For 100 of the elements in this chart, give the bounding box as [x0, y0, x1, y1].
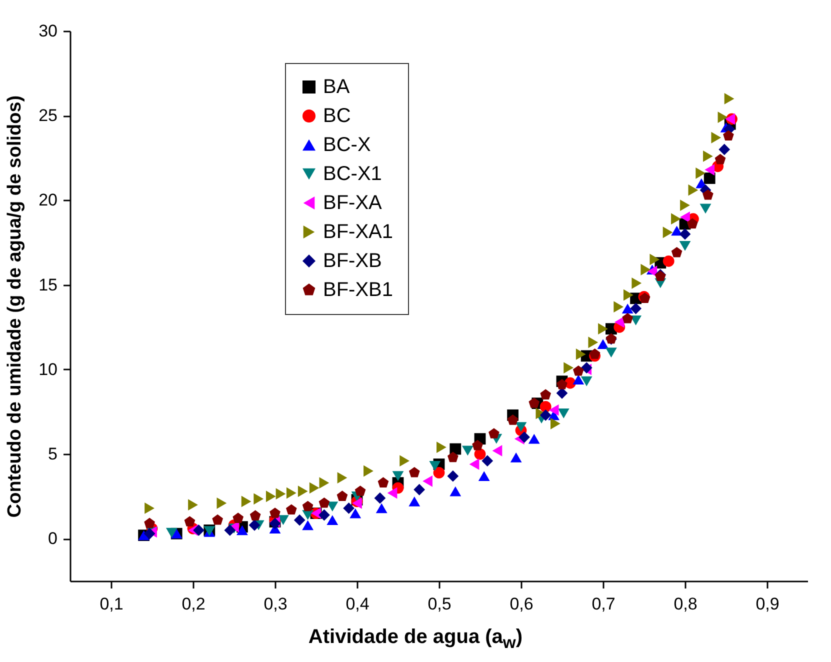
point — [614, 301, 624, 313]
legend-label: BC-X1 — [323, 163, 382, 185]
x-tick-label: 0,5 — [428, 594, 452, 614]
point — [598, 323, 608, 335]
point — [572, 365, 584, 376]
point — [686, 218, 698, 229]
legend-label: BF-XA — [323, 192, 383, 214]
point — [556, 378, 568, 390]
point — [723, 130, 734, 141]
point — [680, 200, 690, 212]
point — [630, 302, 642, 314]
point — [241, 496, 252, 508]
point — [704, 164, 715, 176]
point — [679, 240, 691, 251]
point — [688, 184, 698, 196]
point — [294, 514, 306, 526]
point — [144, 502, 154, 514]
point — [166, 528, 178, 538]
point — [507, 414, 518, 425]
point — [558, 408, 570, 418]
point — [309, 482, 320, 494]
x-tick-label: 0,6 — [510, 594, 534, 614]
point — [408, 496, 420, 506]
point — [564, 362, 574, 374]
point — [472, 440, 483, 450]
point — [224, 524, 236, 536]
point — [580, 376, 592, 386]
point — [703, 150, 713, 162]
point — [212, 514, 224, 525]
point — [408, 466, 420, 478]
point — [714, 154, 726, 164]
point — [376, 503, 388, 514]
y-tick-label: 15 — [38, 275, 58, 294]
point — [572, 374, 584, 385]
point — [302, 500, 314, 512]
x-tick-label: 0,7 — [592, 594, 616, 614]
point — [528, 434, 540, 444]
point — [400, 455, 410, 467]
legend-label: BC — [323, 105, 351, 127]
point — [433, 467, 445, 478]
point — [343, 502, 354, 514]
point — [318, 509, 330, 521]
point — [374, 492, 386, 504]
point — [302, 520, 314, 530]
legend-label: BF-XB1 — [323, 279, 394, 301]
point — [436, 442, 446, 454]
point — [474, 448, 486, 460]
x-tick-label: 0,8 — [674, 594, 698, 614]
point — [216, 497, 227, 509]
point — [144, 528, 156, 540]
point — [518, 431, 530, 443]
point — [392, 471, 404, 482]
x-axis-title: Atividade de agua (a$_{w}$) — [307, 626, 524, 653]
x-tick-label: 0,9 — [756, 594, 780, 614]
legend-label: BF-XB — [323, 250, 382, 272]
point — [250, 510, 261, 520]
y-tick-label: 5 — [48, 444, 58, 464]
point — [462, 446, 474, 456]
point — [482, 455, 494, 467]
point — [662, 226, 673, 238]
point — [622, 304, 634, 314]
point — [622, 312, 634, 324]
point — [704, 172, 716, 184]
point — [254, 493, 264, 505]
point — [630, 315, 642, 326]
point — [429, 460, 441, 471]
point — [528, 398, 540, 408]
point — [319, 477, 330, 489]
point — [718, 112, 728, 124]
point — [144, 518, 155, 528]
point — [488, 428, 500, 438]
y-tick-label: 20 — [38, 190, 58, 210]
point — [278, 515, 289, 526]
point — [550, 418, 560, 430]
point — [354, 486, 366, 496]
point — [378, 477, 389, 488]
point — [662, 255, 674, 267]
point — [298, 486, 308, 498]
point — [650, 254, 660, 266]
point — [188, 499, 198, 511]
legend-label: BF-XA1 — [323, 221, 394, 243]
point — [680, 211, 690, 223]
y-tick-label: 30 — [38, 22, 58, 40]
point — [724, 92, 734, 104]
point — [286, 487, 296, 499]
point — [606, 348, 617, 358]
point — [232, 512, 244, 523]
point — [337, 472, 348, 484]
point — [336, 490, 348, 501]
point — [236, 525, 248, 536]
point — [276, 488, 286, 500]
point — [422, 475, 432, 487]
y-tick-label: 10 — [38, 360, 58, 379]
point — [350, 508, 362, 518]
x-tick-label: 0,4 — [346, 594, 370, 614]
point — [700, 204, 712, 214]
x-tick-label: 0,2 — [182, 594, 206, 614]
point — [548, 404, 559, 416]
point — [447, 470, 459, 482]
point — [414, 484, 426, 496]
